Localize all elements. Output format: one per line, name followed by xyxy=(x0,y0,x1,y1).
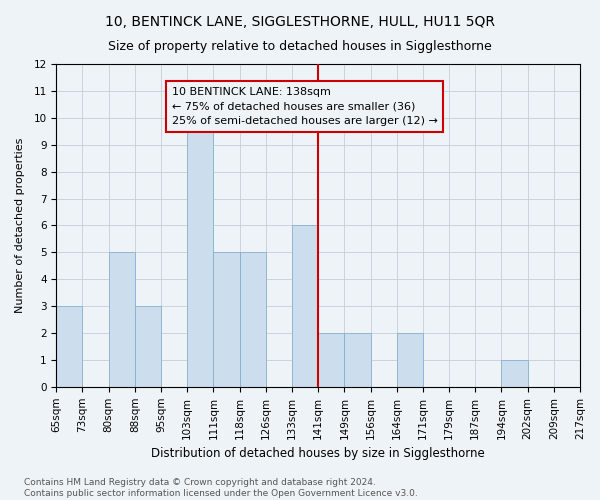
Bar xyxy=(109,252,135,387)
Bar xyxy=(135,306,161,387)
Text: 10 BENTINCK LANE: 138sqm
← 75% of detached houses are smaller (36)
25% of semi-d: 10 BENTINCK LANE: 138sqm ← 75% of detach… xyxy=(172,86,437,126)
Y-axis label: Number of detached properties: Number of detached properties xyxy=(15,138,25,313)
Text: 10, BENTINCK LANE, SIGGLESTHORNE, HULL, HU11 5QR: 10, BENTINCK LANE, SIGGLESTHORNE, HULL, … xyxy=(105,15,495,29)
Bar xyxy=(344,333,371,387)
Bar xyxy=(292,226,318,387)
Bar xyxy=(187,118,214,387)
X-axis label: Distribution of detached houses by size in Sigglesthorne: Distribution of detached houses by size … xyxy=(151,447,485,460)
Text: Contains HM Land Registry data © Crown copyright and database right 2024.
Contai: Contains HM Land Registry data © Crown c… xyxy=(24,478,418,498)
Bar xyxy=(397,333,423,387)
Bar xyxy=(214,252,239,387)
Bar xyxy=(318,333,344,387)
Text: Size of property relative to detached houses in Sigglesthorne: Size of property relative to detached ho… xyxy=(108,40,492,53)
Bar xyxy=(239,252,266,387)
Bar xyxy=(502,360,527,387)
Bar xyxy=(56,306,82,387)
